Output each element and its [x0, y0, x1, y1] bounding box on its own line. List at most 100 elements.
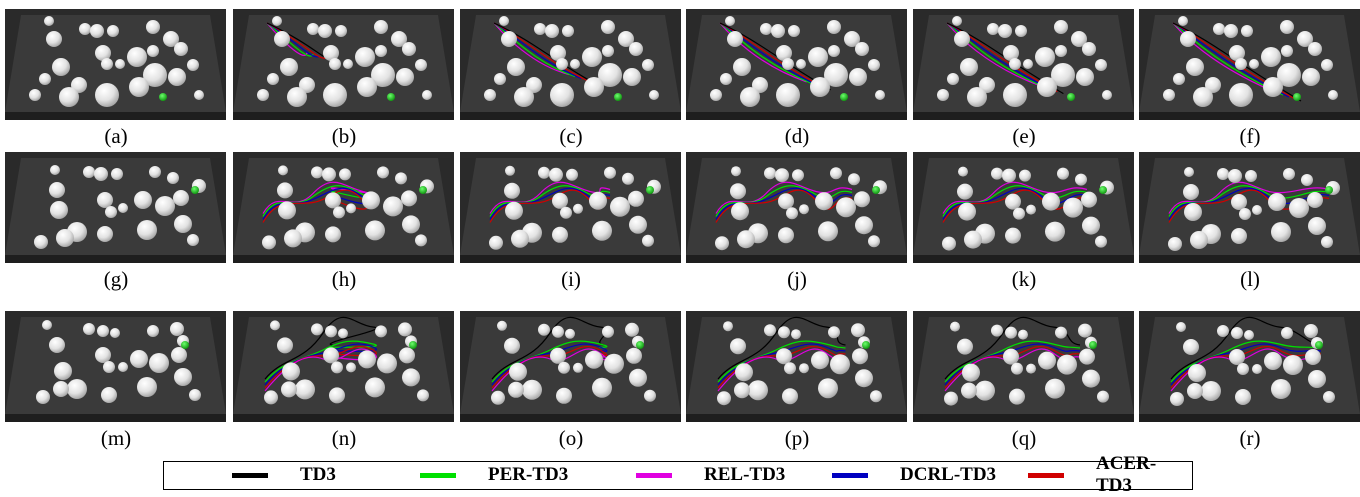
obstacle-sphere — [799, 363, 809, 374]
obstacle-sphere — [504, 182, 520, 199]
floor-edge — [686, 255, 907, 263]
obstacle-sphere — [868, 235, 880, 248]
obstacle-sphere — [346, 203, 356, 214]
obstacle-sphere — [280, 58, 298, 76]
obstacle-sphere — [1281, 45, 1293, 57]
panel-label: (l) — [1240, 267, 1260, 291]
obstacle-sphere — [505, 165, 515, 176]
obstacle-sphere — [778, 193, 794, 210]
obstacle-sphere — [778, 326, 790, 339]
obstacle-sphere — [509, 362, 527, 381]
obstacle-sphere — [1261, 47, 1281, 67]
goal-marker — [181, 341, 189, 349]
obstacle-sphere — [355, 47, 375, 67]
obstacle-sphere — [325, 226, 341, 243]
obstacle-sphere — [194, 90, 204, 100]
obstacle-sphere — [626, 347, 642, 364]
obstacle-sphere — [137, 220, 157, 240]
obstacle-sphere — [1235, 58, 1247, 70]
obstacle-sphere — [499, 16, 509, 26]
legend-item-td3: TD3 — [232, 462, 336, 488]
obstacle-sphere — [730, 183, 746, 200]
obstacle-sphere — [129, 77, 149, 97]
obstacle-sphere — [796, 59, 806, 69]
floor-edge — [233, 414, 454, 422]
scene-panel-m — [5, 311, 226, 422]
legend-item-per-td3: PER-TD3 — [420, 462, 568, 488]
obstacle-sphere — [311, 323, 323, 336]
goal-marker — [840, 93, 848, 101]
obstacle-sphere — [552, 325, 564, 338]
panel-label: (r) — [1239, 426, 1261, 450]
obstacle-sphere — [494, 73, 506, 85]
obstacle-sphere — [115, 59, 125, 69]
obstacle-sphere — [1005, 193, 1021, 210]
obstacle-sphere — [629, 42, 643, 56]
obstacle-sphere — [734, 382, 750, 399]
obstacle-sphere — [629, 215, 647, 234]
obstacle-sphere — [335, 25, 347, 37]
obstacle-sphere — [604, 166, 616, 179]
goal-marker — [1325, 186, 1333, 194]
trajectory-line — [719, 22, 813, 85]
obstacle-sphere — [1271, 379, 1291, 399]
obstacle-sphere — [56, 229, 74, 247]
obstacle-sphere — [49, 182, 65, 198]
obstacle-sphere — [278, 201, 296, 220]
trajectory-line — [1170, 343, 1322, 386]
scene-panel-l — [1139, 152, 1360, 263]
obstacle-sphere — [849, 68, 867, 86]
panel-label: (h) — [331, 267, 357, 291]
obstacle-sphere — [830, 354, 850, 375]
obstacle-sphere — [827, 20, 841, 34]
obstacle-sphere — [740, 87, 760, 107]
obstacle-sphere — [1035, 47, 1055, 67]
obstacle-sphere — [1277, 63, 1301, 87]
obstacle-sphere — [592, 377, 612, 398]
trajectory-line — [1170, 340, 1322, 383]
obstacle-sphere — [1054, 20, 1068, 34]
obstacle-sphere — [105, 206, 117, 218]
floor-edge — [233, 112, 454, 120]
floor-edge — [5, 414, 226, 422]
obstacle-sphere — [792, 169, 804, 182]
obstacle-sphere — [855, 42, 869, 56]
trajectory-line — [493, 22, 576, 78]
obstacle-sphere — [1263, 77, 1283, 97]
obstacle-sphere — [391, 31, 407, 47]
obstacle-sphere — [264, 390, 278, 405]
obstacle-sphere — [618, 31, 634, 47]
trajectory-line — [946, 22, 1052, 91]
obstacle-sphere — [277, 182, 293, 199]
goal-marker — [191, 186, 199, 194]
trajectory-line — [715, 185, 853, 217]
obstacle-sphere — [97, 325, 109, 337]
obstacle-sphere — [111, 168, 123, 180]
obstacle-sphere — [374, 20, 388, 34]
obstacle-sphere — [584, 77, 604, 97]
obstacle-sphere — [786, 207, 798, 220]
obstacle-sphere — [565, 328, 575, 339]
panel-label: (a) — [104, 124, 128, 148]
obstacle-sphere — [346, 362, 356, 373]
obstacle-sphere — [552, 226, 568, 243]
obstacle-sphere — [545, 24, 559, 38]
obstacle-sphere — [764, 324, 776, 337]
obstacle-sphere — [1082, 42, 1096, 56]
obstacle-sphere — [1323, 391, 1335, 403]
trajectory-line — [946, 22, 1040, 87]
obstacle-sphere — [998, 24, 1012, 38]
obstacle-sphere — [1042, 192, 1060, 211]
scene-panel-i — [460, 152, 681, 263]
obstacle-sphere — [396, 68, 414, 86]
obstacle-sphere — [46, 31, 62, 47]
obstacle-sphere — [107, 25, 119, 37]
obstacle-sphere — [1097, 390, 1109, 403]
scene-panel-g — [5, 152, 226, 263]
obstacle-sphere — [134, 191, 152, 209]
obstacle-sphere — [967, 87, 987, 107]
obstacle-sphere — [377, 353, 397, 374]
obstacle-sphere — [570, 59, 580, 69]
scene-panel-q — [913, 311, 1134, 422]
